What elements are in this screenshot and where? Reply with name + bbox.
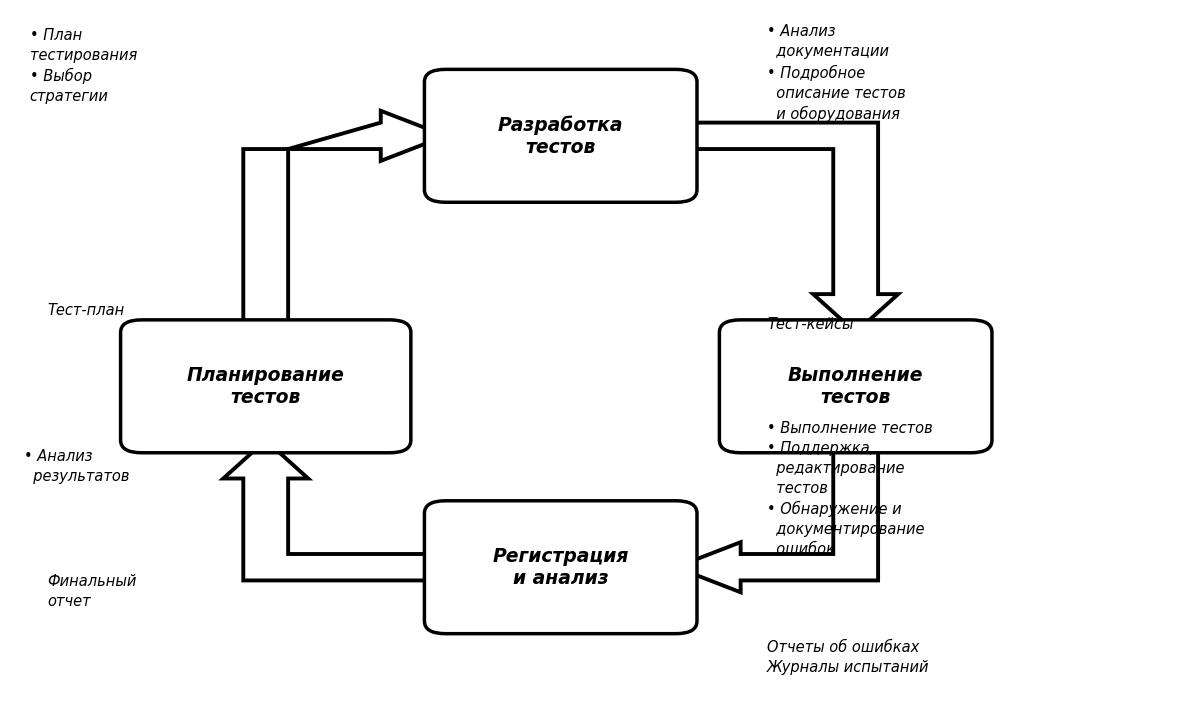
Text: Разработка
тестов: Разработка тестов: [498, 115, 624, 157]
Text: Выполнение
тестов: Выполнение тестов: [787, 366, 923, 407]
Text: Тест-кейсы: Тест-кейсы: [767, 317, 854, 332]
Text: Планирование
тестов: Планирование тестов: [187, 366, 344, 407]
Text: Регистрация
и анализ: Регистрация и анализ: [492, 547, 628, 588]
Text: Отчеты об ошибках
Журналы испытаний: Отчеты об ошибках Журналы испытаний: [767, 640, 929, 675]
Polygon shape: [675, 440, 878, 592]
FancyBboxPatch shape: [425, 70, 697, 202]
Polygon shape: [223, 440, 445, 581]
Polygon shape: [243, 111, 445, 332]
FancyBboxPatch shape: [120, 320, 411, 453]
Text: Тест-план: Тест-план: [47, 303, 125, 318]
Text: • Анализ
  результатов: • Анализ результатов: [24, 449, 129, 484]
FancyBboxPatch shape: [720, 320, 992, 453]
Text: • Анализ
  документации
• Подробное
  описание тестов
  и оборудования: • Анализ документации • Подробное описан…: [767, 24, 905, 122]
FancyBboxPatch shape: [425, 501, 697, 633]
Text: • Выполнение тестов
• Поддержка,
  редактирование
  тестов
• Обнаружение и
  док: • Выполнение тестов • Поддержка, редакти…: [767, 421, 933, 557]
Text: Финальный
отчет: Финальный отчет: [47, 574, 137, 609]
Polygon shape: [675, 123, 898, 332]
Text: • План
тестирования
• Выбор
стратегии: • План тестирования • Выбор стратегии: [30, 28, 137, 104]
